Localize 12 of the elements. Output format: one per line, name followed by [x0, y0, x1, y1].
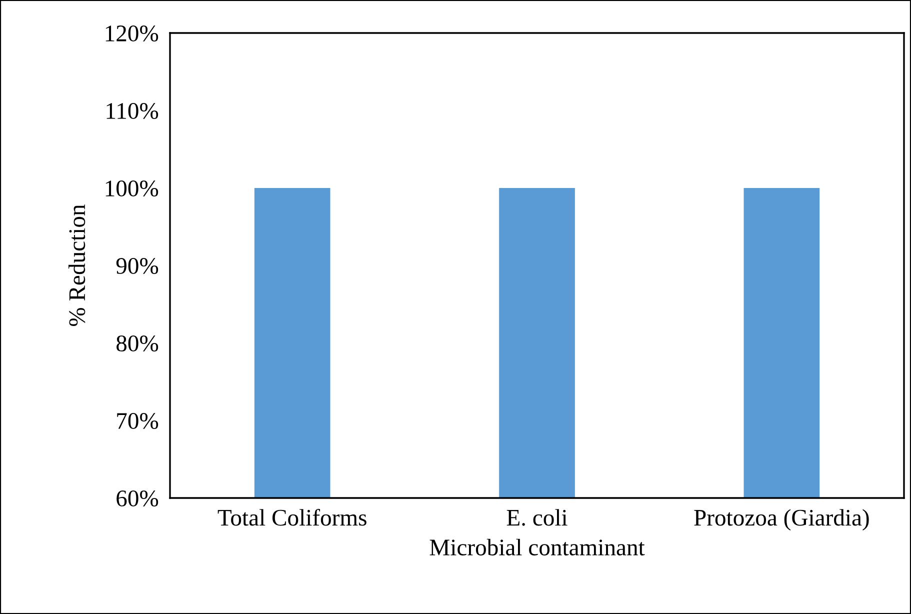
y-tick-label: 100% — [106, 180, 158, 196]
x-tick-label: E. coli — [506, 509, 568, 526]
y-tick-label: 90% — [116, 258, 158, 274]
x-tick-label: Protozoa (Giardia) — [694, 509, 869, 531]
y-tick-label: 120% — [106, 25, 158, 42]
y-tick-label: 70% — [117, 412, 158, 429]
y-tick-label: 80% — [116, 335, 158, 352]
y-axis-title: % Reduction — [68, 204, 86, 326]
y-tick-label: 110% — [106, 102, 158, 119]
y-tick-label: 60% — [116, 490, 158, 506]
x-axis-title: Microbial contaminant — [430, 538, 645, 556]
x-tick-label: Total Coliforms — [218, 508, 366, 526]
